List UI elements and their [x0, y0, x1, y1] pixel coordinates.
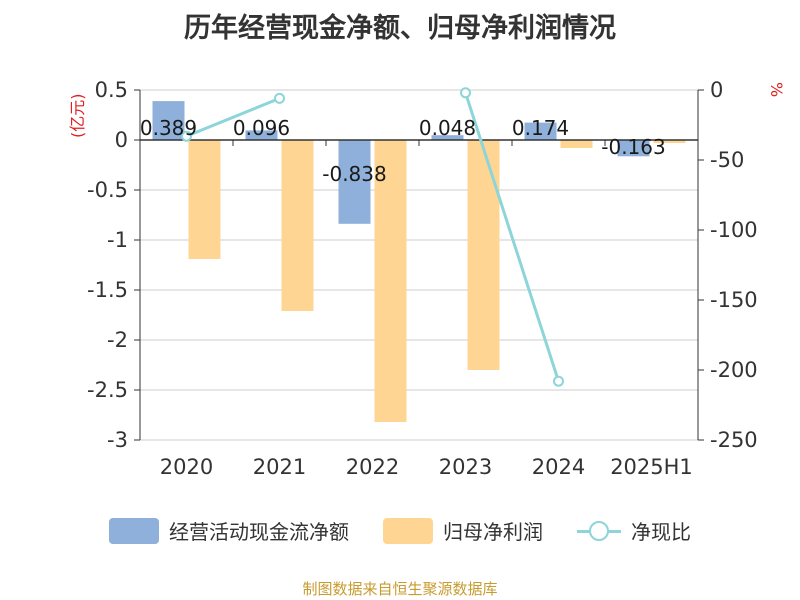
profit-bar — [281, 140, 314, 311]
ratio-point — [553, 375, 564, 387]
x-tick-label: 2025H1 — [610, 455, 693, 479]
legend-label-cash: 经营活动现金流净额 — [169, 520, 349, 544]
legend-label-ratio: 净现比 — [631, 520, 691, 544]
left-tick-label: 0.5 — [95, 78, 128, 102]
ratio-point — [274, 92, 285, 104]
x-tick-label: 2024 — [532, 455, 585, 479]
left-tick-label: 0 — [115, 128, 128, 152]
right-tick-label: -200 — [710, 358, 758, 382]
right-tick-label: 0 — [710, 78, 723, 102]
data-source-note: 制图数据来自恒生聚源数据库 — [302, 580, 498, 598]
cash-data-label: 0.048 — [419, 116, 476, 140]
left-tick-label: -1.5 — [87, 278, 128, 302]
legend-item-cash[interactable]: 经营活动现金流净额 — [109, 516, 349, 545]
cash-bar — [152, 101, 185, 140]
bars — [152, 101, 686, 422]
legend-line-marker-icon — [577, 519, 621, 543]
cash-bar — [431, 135, 464, 140]
cash-bar — [245, 130, 278, 140]
legend-item-ratio[interactable]: 净现比 — [577, 516, 691, 545]
chart-plot: 0.5 0 -0.5 -1 -1.5 -2 -2.5 -3 0 -50 -100 -150 -200 -2… — [87, 78, 758, 479]
cash-bar — [524, 122, 557, 140]
left-tick-label: -2.5 — [87, 378, 128, 402]
legend-item-profit[interactable]: 归母净利润 — [383, 516, 543, 545]
left-tick-label: -2 — [107, 328, 128, 352]
chart-title: 历年经营现金净额、归母净利润情况 — [184, 13, 616, 44]
data-labels: 0.389 0.096 -0.838 0.048 0.174 -0.163 — [140, 116, 666, 186]
cash-data-label: -0.838 — [322, 162, 386, 186]
legend-label-profit: 归母净利润 — [443, 520, 543, 544]
cash-data-label: 0.096 — [233, 116, 290, 140]
left-tick-label: -0.5 — [87, 178, 128, 202]
right-tick-label: -50 — [710, 148, 744, 172]
ratio-line-segment — [185, 97, 281, 138]
right-tick-label: -250 — [710, 428, 758, 452]
cash-bar — [617, 140, 650, 157]
profit-bar — [653, 140, 686, 143]
legend: 经营活动现金流净额 归母净利润 净现比 — [0, 516, 800, 545]
legend-swatch-cash — [109, 517, 159, 544]
profit-bar — [467, 140, 500, 370]
legend-swatch-profit — [383, 517, 433, 544]
ratio-point — [181, 130, 192, 142]
profit-bar — [188, 140, 221, 259]
right-tick-label: -150 — [710, 288, 758, 312]
cash-bar — [338, 140, 371, 224]
x-tick-label: 2023 — [439, 455, 492, 479]
x-tick-label: 2022 — [346, 455, 399, 479]
axes: 0.5 0 -0.5 -1 -1.5 -2 -2.5 -3 0 -50 -100 -150 -200 -2… — [87, 78, 758, 479]
profit-bar — [374, 140, 407, 422]
ratio-line-segment — [464, 92, 560, 382]
x-tick-label: 2021 — [253, 455, 306, 479]
left-tick-label: -1 — [107, 228, 128, 252]
right-tick-label: -100 — [710, 218, 758, 242]
cash-data-label: 0.389 — [140, 116, 197, 140]
profit-bar — [560, 140, 593, 148]
ratio-point — [460, 87, 471, 99]
ratio-line — [181, 87, 564, 387]
x-tick-label: 2020 — [160, 455, 213, 479]
cash-data-label: -0.163 — [601, 135, 665, 159]
cash-data-label: 0.174 — [512, 116, 569, 140]
left-tick-label: -3 — [107, 428, 128, 452]
